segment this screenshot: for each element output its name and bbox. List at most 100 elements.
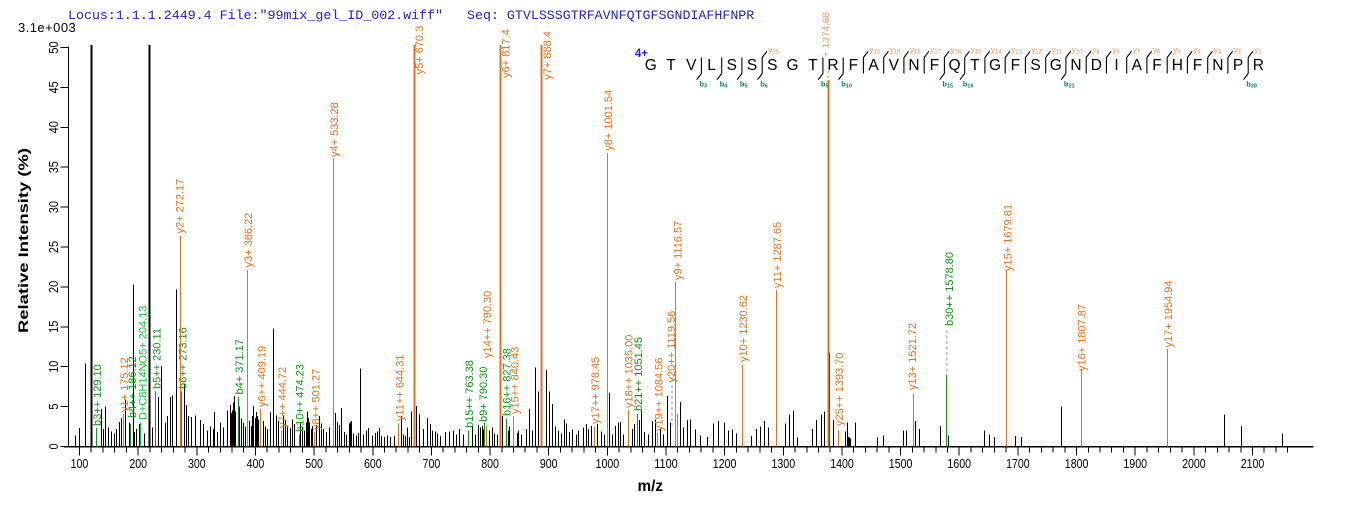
svg-text:b4++ 186.12: b4++ 186.12	[127, 356, 139, 418]
svg-text:10: 10	[47, 361, 61, 373]
svg-text:m/z: m/z	[638, 478, 664, 495]
svg-text:2000: 2000	[1182, 456, 1206, 471]
svg-text:25: 25	[47, 241, 61, 253]
svg-text:4+: 4+	[635, 48, 648, 60]
svg-text:V: V	[889, 57, 900, 74]
svg-text:b21: b21	[1064, 80, 1075, 90]
svg-text:1300: 1300	[772, 456, 796, 471]
svg-text:1100: 1100	[654, 456, 678, 471]
svg-text:200: 200	[129, 456, 147, 471]
svg-text:1400: 1400	[830, 456, 854, 471]
svg-text:y20++ 1119.56: y20++ 1119.56	[666, 311, 678, 383]
svg-text:I: I	[1114, 57, 1118, 74]
svg-text:b6++ 273.16: b6++ 273.16	[178, 327, 190, 389]
svg-text:b16: b16	[963, 80, 974, 90]
svg-text:700: 700	[423, 456, 441, 471]
svg-text:P: P	[1233, 57, 1243, 74]
svg-text:1700: 1700	[1006, 456, 1030, 471]
svg-text:y12: y12	[1031, 46, 1042, 56]
svg-text:L: L	[707, 57, 716, 74]
svg-text:40: 40	[47, 121, 61, 133]
svg-text:N: N	[908, 57, 919, 74]
svg-text:y15+ 1679.81: y15+ 1679.81	[1002, 204, 1014, 271]
svg-text:b30++ 1578.80: b30++ 1578.80	[944, 252, 956, 326]
svg-text:y25: y25	[768, 46, 779, 56]
svg-text:y8: y8	[1112, 46, 1120, 56]
svg-text:F: F	[849, 57, 858, 74]
svg-text:30: 30	[47, 201, 61, 213]
svg-text:400: 400	[247, 456, 265, 471]
svg-text:y17++ 978.45: y17++ 978.45	[590, 357, 602, 424]
svg-text:y18++ 1035.00: y18++ 1035.00	[624, 335, 636, 408]
svg-text:S: S	[767, 57, 777, 74]
svg-text:T: T	[808, 57, 818, 74]
svg-text:y7+ 888.4: y7+ 888.4	[542, 31, 554, 80]
svg-text:y11+ 1287.65: y11+ 1287.65	[772, 222, 784, 288]
svg-text:y3: y3	[1214, 46, 1222, 56]
svg-text:y5: y5	[1173, 46, 1181, 56]
svg-text:b10: b10	[841, 80, 852, 90]
svg-text:y16+ 1807.87: y16+ 1807.87	[1077, 304, 1089, 371]
svg-text:45: 45	[47, 81, 61, 93]
svg-text:y7: y7	[1133, 46, 1141, 56]
svg-text:15: 15	[47, 321, 61, 333]
svg-text:b4+ 371.17: b4+ 371.17	[234, 339, 246, 394]
svg-text:b3: b3	[699, 80, 707, 90]
svg-text:y1: y1	[1254, 46, 1262, 56]
svg-text:b15: b15	[942, 80, 953, 90]
svg-text:b5++ 230.11: b5++ 230.11	[151, 328, 163, 389]
svg-text:y1+ 175.12: y1+ 175.12	[119, 357, 131, 412]
svg-text:G: G	[1050, 57, 1062, 74]
svg-text:y2+ 272.17: y2+ 272.17	[175, 179, 187, 234]
svg-text:V: V	[686, 57, 697, 74]
svg-text:y9+ 1116.57: y9+ 1116.57	[673, 221, 685, 280]
svg-text:F: F	[1152, 57, 1161, 74]
svg-text:600: 600	[364, 456, 382, 471]
svg-text:5: 5	[47, 404, 61, 410]
svg-text:N: N	[1070, 57, 1081, 74]
svg-text:1500: 1500	[889, 456, 913, 471]
svg-text:y15++ 840.43: y15++ 840.43	[509, 347, 521, 414]
svg-text:b5: b5	[740, 80, 748, 90]
svg-text:y17+ 1954.94: y17+ 1954.94	[1163, 281, 1175, 348]
svg-text:0: 0	[47, 443, 61, 449]
svg-text:R: R	[827, 57, 838, 74]
svg-text:F: F	[930, 57, 939, 74]
svg-text:1900: 1900	[1123, 456, 1147, 471]
svg-text:S: S	[747, 57, 757, 74]
svg-text:800: 800	[481, 456, 499, 471]
svg-text:Relative Intensity (%): Relative Intensity (%)	[15, 148, 31, 333]
svg-text:300: 300	[188, 456, 206, 471]
svg-text:1800: 1800	[1065, 456, 1089, 471]
svg-text:b15++ 763.38: b15++ 763.38	[464, 360, 476, 428]
svg-text:b9+ 790.30: b9+ 790.30	[478, 367, 490, 422]
svg-text:y25++ 1393.70: y25++ 1393.70	[834, 353, 846, 426]
svg-text:y4: y4	[1193, 46, 1201, 56]
svg-text:y7++ 444.72: y7++ 444.72	[277, 367, 289, 428]
svg-text:D: D	[1091, 57, 1102, 74]
svg-text:T: T	[666, 57, 676, 74]
svg-text:50: 50	[47, 41, 61, 53]
svg-text:D+C8H14NO5+ 204.13: D+C8H14NO5+ 204.13	[138, 306, 150, 420]
svg-text:y6+ 817.4: y6+ 817.4	[500, 29, 512, 78]
svg-text:y8++ 501.27: y8++ 501.27	[310, 369, 322, 430]
svg-text:y18: y18	[910, 46, 921, 56]
svg-text:A: A	[868, 57, 879, 74]
svg-text:y19: y19	[890, 46, 901, 56]
svg-text:y19++ 1084.56: y19++ 1084.56	[653, 358, 665, 431]
svg-text:1600: 1600	[947, 456, 971, 471]
svg-text:y15: y15	[971, 46, 982, 56]
svg-text:G: G	[786, 57, 798, 74]
svg-text:900: 900	[540, 456, 558, 471]
svg-text:y8+ 1001.54: y8+ 1001.54	[603, 90, 615, 151]
svg-text:S: S	[1030, 57, 1040, 74]
svg-text:b16++ 827.38: b16++ 827.38	[502, 348, 514, 416]
svg-text:y2: y2	[1234, 46, 1242, 56]
svg-text:1200: 1200	[713, 456, 737, 471]
svg-text:b30: b30	[1246, 80, 1257, 90]
svg-text:1000: 1000	[596, 456, 620, 471]
svg-text:G: G	[989, 57, 1001, 74]
svg-text:2100: 2100	[1241, 456, 1265, 471]
svg-text:y9: y9	[1092, 46, 1100, 56]
svg-text:b10++ 474.23: b10++ 474.23	[295, 364, 307, 432]
